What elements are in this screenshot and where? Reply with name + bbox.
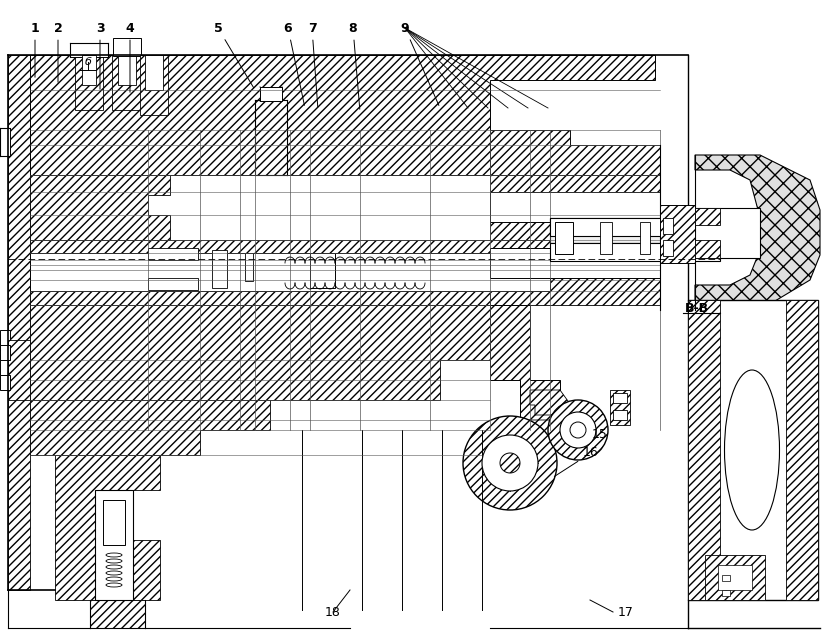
Bar [600, 222, 612, 254]
Bar [490, 248, 660, 278]
Polygon shape [30, 400, 270, 455]
Bar [640, 222, 650, 254]
Polygon shape [30, 305, 490, 400]
Bar [555, 222, 573, 254]
Bar [0, 128, 10, 156]
Text: В-В: В-В [685, 301, 709, 314]
Circle shape [548, 400, 608, 460]
Ellipse shape [106, 559, 122, 563]
Ellipse shape [106, 577, 122, 581]
Circle shape [463, 416, 557, 510]
Bar [490, 192, 660, 222]
Ellipse shape [106, 583, 122, 587]
Bar [550, 218, 720, 236]
Polygon shape [55, 455, 160, 600]
Text: б: б [85, 57, 91, 67]
Text: 9: 9 [400, 22, 439, 106]
Polygon shape [695, 208, 720, 225]
Bar [140, 55, 168, 115]
Polygon shape [530, 390, 578, 445]
Bar [30, 253, 550, 291]
Text: 17: 17 [618, 605, 634, 618]
Polygon shape [30, 55, 655, 175]
Bar [610, 390, 630, 425]
Text: 18: 18 [325, 605, 341, 618]
Bar [786, 300, 818, 600]
Polygon shape [8, 340, 30, 400]
Bar [103, 500, 125, 545]
Bar [148, 278, 198, 290]
Bar [550, 243, 720, 261]
Bar [245, 253, 253, 281]
Ellipse shape [724, 370, 779, 530]
Bar [95, 590, 133, 600]
Circle shape [560, 412, 596, 448]
Ellipse shape [106, 553, 122, 557]
Bar [718, 565, 752, 590]
Polygon shape [695, 155, 820, 310]
Text: 4: 4 [126, 22, 134, 92]
Bar [113, 38, 141, 56]
Bar [660, 205, 695, 263]
Text: 3: 3 [95, 22, 104, 89]
Bar [118, 55, 136, 85]
Bar [0, 345, 10, 360]
Text: 7: 7 [307, 22, 318, 107]
Bar [90, 600, 145, 628]
Bar [95, 490, 133, 600]
Text: 15: 15 [592, 429, 608, 441]
Bar [663, 240, 673, 256]
Circle shape [500, 453, 520, 473]
Polygon shape [30, 240, 550, 305]
Bar [688, 300, 818, 600]
Circle shape [482, 435, 538, 491]
Bar [212, 250, 227, 288]
Text: 1: 1 [30, 22, 39, 77]
Bar [705, 555, 765, 600]
Bar [695, 208, 760, 258]
Bar [663, 218, 673, 234]
Circle shape [570, 422, 586, 438]
Polygon shape [30, 175, 170, 240]
Bar [145, 55, 163, 90]
Text: 2: 2 [53, 22, 62, 82]
Bar [688, 300, 720, 600]
Polygon shape [490, 130, 660, 175]
Bar [75, 55, 103, 110]
Bar [260, 87, 282, 101]
Polygon shape [490, 305, 560, 490]
Bar [148, 248, 198, 260]
Polygon shape [695, 240, 720, 258]
Bar [722, 575, 730, 581]
Bar [0, 355, 10, 375]
Bar [310, 253, 335, 288]
Ellipse shape [106, 565, 122, 569]
Polygon shape [490, 175, 660, 305]
Text: 5: 5 [214, 22, 253, 88]
Text: 6: 6 [284, 22, 304, 106]
Bar [0, 330, 10, 350]
Bar [722, 590, 730, 596]
Bar [0, 375, 10, 390]
Bar [70, 43, 108, 57]
Text: 16: 16 [554, 446, 598, 476]
Bar [255, 100, 287, 175]
Bar [112, 55, 142, 110]
Bar [260, 87, 282, 101]
Bar [613, 393, 627, 403]
Text: 8: 8 [349, 22, 360, 109]
Ellipse shape [106, 571, 122, 575]
Bar [613, 410, 627, 420]
Bar [82, 55, 96, 85]
Polygon shape [550, 218, 720, 243]
Polygon shape [8, 55, 30, 590]
